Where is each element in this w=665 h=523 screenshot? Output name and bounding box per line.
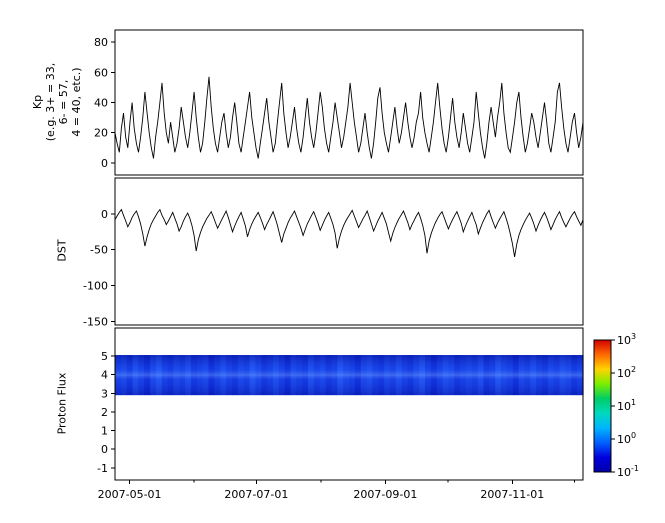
y-tick-label: -50	[90, 244, 108, 257]
dst-index-line	[114, 208, 584, 257]
dst-axis-label: DST	[55, 239, 69, 262]
proton-flux-panel: -1 0 1 2 3 4 5	[97, 327, 584, 481]
y-tick-label: 4	[101, 369, 108, 382]
y-tick-label: 80	[94, 36, 108, 49]
y-tick-label: 60	[94, 66, 108, 79]
y-tick-label: 0	[101, 208, 108, 221]
proton-flux-band-shading	[115, 355, 583, 396]
y-tick-label: 1	[101, 425, 108, 438]
x-axis: 2007-05-01 2007-07-01 2007-09-01 2007-11-01	[98, 480, 576, 501]
kp-index-panel: 0 20 40 60 80	[94, 29, 584, 176]
kp-axis-label: Kp (e.g. 3+ = 33, 6- = 57, 4 = 40, etc.)	[31, 62, 83, 142]
y-tick-label: -100	[83, 280, 108, 293]
x-tick-label: 2007-07-01	[224, 488, 288, 501]
y-tick-label: 5	[101, 350, 108, 363]
y-tick-label: 2	[101, 406, 108, 419]
panel-frame	[114, 29, 584, 176]
x-tick-label: 2007-05-01	[98, 488, 162, 501]
colorbar-tick-label: 100	[617, 431, 636, 446]
colorbar-tick-label: 101	[617, 398, 636, 413]
colorbar-gradient	[593, 339, 612, 473]
x-tick-label: 2007-11-01	[480, 488, 544, 501]
y-tick-label: 40	[94, 97, 108, 110]
kp-index-line	[114, 76, 584, 159]
y-tick-label: 20	[94, 127, 108, 140]
colorbar-tick-label: 10-1	[617, 464, 639, 479]
colorbar: 103 102 101 100 10-1	[593, 332, 639, 479]
colorbar-tick-label: 102	[617, 365, 636, 380]
dst-index-panel: 0 -50 -100 -150	[83, 177, 584, 328]
y-tick-label: -1	[97, 462, 108, 475]
y-tick-label: 0	[101, 157, 108, 170]
x-tick-label: 2007-09-01	[353, 488, 417, 501]
panel-frame	[114, 177, 584, 326]
panel-frame	[114, 327, 584, 481]
proton-flux-axis-label: Proton Flux	[55, 372, 69, 435]
y-tick-label: -150	[83, 315, 108, 328]
colorbar-tick-label: 103	[617, 332, 636, 347]
y-tick-label: 3	[101, 387, 108, 400]
y-tick-label: 0	[101, 443, 108, 456]
